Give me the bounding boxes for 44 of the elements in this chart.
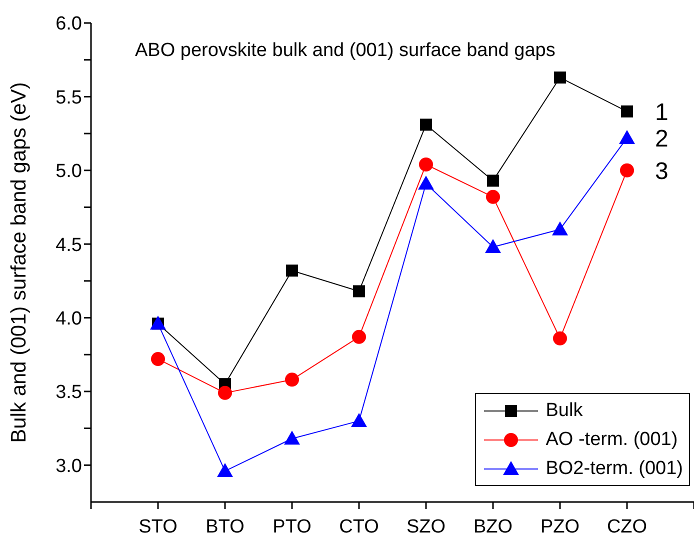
point [151, 352, 165, 366]
y-tick-label: 5.0 [56, 161, 82, 182]
x-tick-label: CTO [339, 516, 379, 538]
point [486, 190, 500, 204]
y-tick-label: 4.5 [56, 234, 82, 256]
point [420, 118, 432, 131]
point [353, 285, 365, 298]
x-tick-label: BTO [206, 516, 244, 538]
point [286, 264, 298, 277]
point [554, 72, 566, 84]
point [419, 157, 433, 172]
x-tick-label: PTO [272, 516, 312, 538]
x-tick-label: STO [138, 516, 178, 538]
point [487, 174, 499, 187]
point [352, 330, 366, 344]
x-tick-label: CZO [606, 516, 648, 538]
point [217, 463, 233, 478]
y-tick-label: 6.0 [56, 14, 82, 35]
point [351, 412, 367, 427]
point [418, 176, 434, 190]
point [285, 372, 299, 387]
point [218, 386, 232, 400]
point [621, 105, 633, 118]
point [619, 130, 635, 144]
point [485, 239, 501, 254]
annotation: 2 [655, 125, 668, 152]
x-tick-label: SZO [406, 516, 446, 538]
legend-label: AO -term. (001) [546, 428, 678, 452]
point [620, 163, 634, 178]
point [552, 221, 568, 236]
annotation: 1 [655, 98, 668, 126]
y-axis-title: Bulk and (001) surface band gaps (eV) [7, 82, 30, 443]
legend-label: Bulk [546, 399, 583, 423]
x-tick-label: BZO [473, 516, 513, 538]
annotation: 3 [655, 158, 668, 185]
y-tick-label: 3.5 [56, 382, 82, 404]
text: ABO perovskite bulk and (001) surface band gaps [135, 40, 556, 62]
y-tick-label: 4.0 [56, 308, 82, 330]
x-tick-label: PZO [540, 516, 580, 538]
legend-label: BO2-term. (001) [546, 457, 683, 481]
y-tick-label: 3.0 [56, 456, 82, 477]
point [553, 331, 567, 346]
point [284, 430, 300, 445]
y-tick-label: 5.5 [56, 87, 82, 108]
